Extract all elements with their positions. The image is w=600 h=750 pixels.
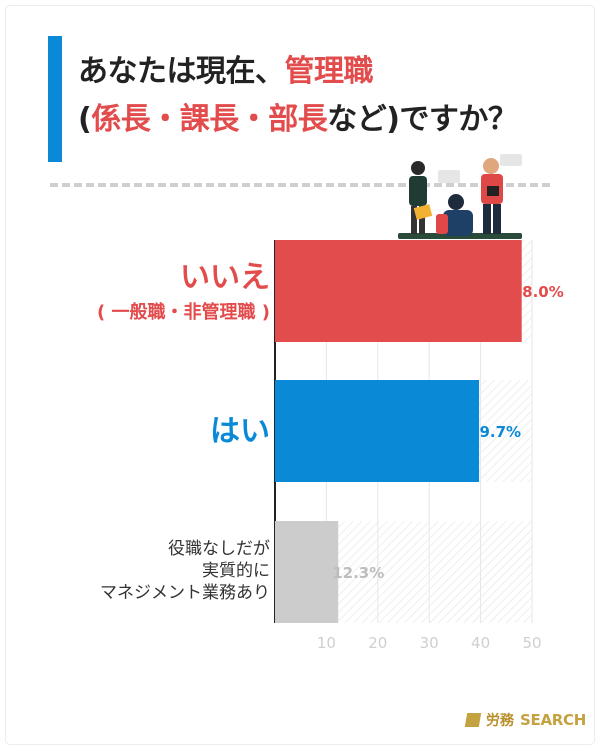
x-tick-label: 50 xyxy=(522,634,541,652)
brand-logo: 労務 SEARCH xyxy=(464,710,586,730)
bar-value-label: 12.3% xyxy=(332,564,384,582)
brand-mark-icon xyxy=(464,713,482,727)
x-tick-label: 10 xyxy=(317,634,336,652)
bar-track xyxy=(521,240,532,342)
category-label-yes: はい xyxy=(210,414,270,449)
bar-value-label: 48.0% xyxy=(512,283,564,301)
bar-1 xyxy=(275,380,480,482)
x-tick-label: 40 xyxy=(471,634,490,652)
title-line-1: あなたは現在、管理職 xyxy=(78,54,373,89)
office-workers-illustration xyxy=(398,154,522,239)
divider-dashed xyxy=(50,183,550,187)
bar-0 xyxy=(275,240,522,342)
chart-title: あなたは現在、管理職 (係長・課長・部長など)ですか？ xyxy=(78,48,578,144)
category-label-other: 役職なしだが 実質的に マネジメント業務あり xyxy=(100,539,270,603)
title-accent-bar xyxy=(48,36,62,162)
title-line-2: (係長・課長・部長など)ですか？ xyxy=(78,102,518,137)
x-tick-label: 20 xyxy=(368,634,387,652)
bar-2 xyxy=(275,521,339,623)
bar-value-label: 39.7% xyxy=(469,423,521,441)
bar-track xyxy=(338,521,532,623)
category-label-no: いいえ ( 一般職・非管理職 ) xyxy=(97,260,270,323)
bar-track xyxy=(479,380,532,482)
x-tick-label: 30 xyxy=(420,634,439,652)
